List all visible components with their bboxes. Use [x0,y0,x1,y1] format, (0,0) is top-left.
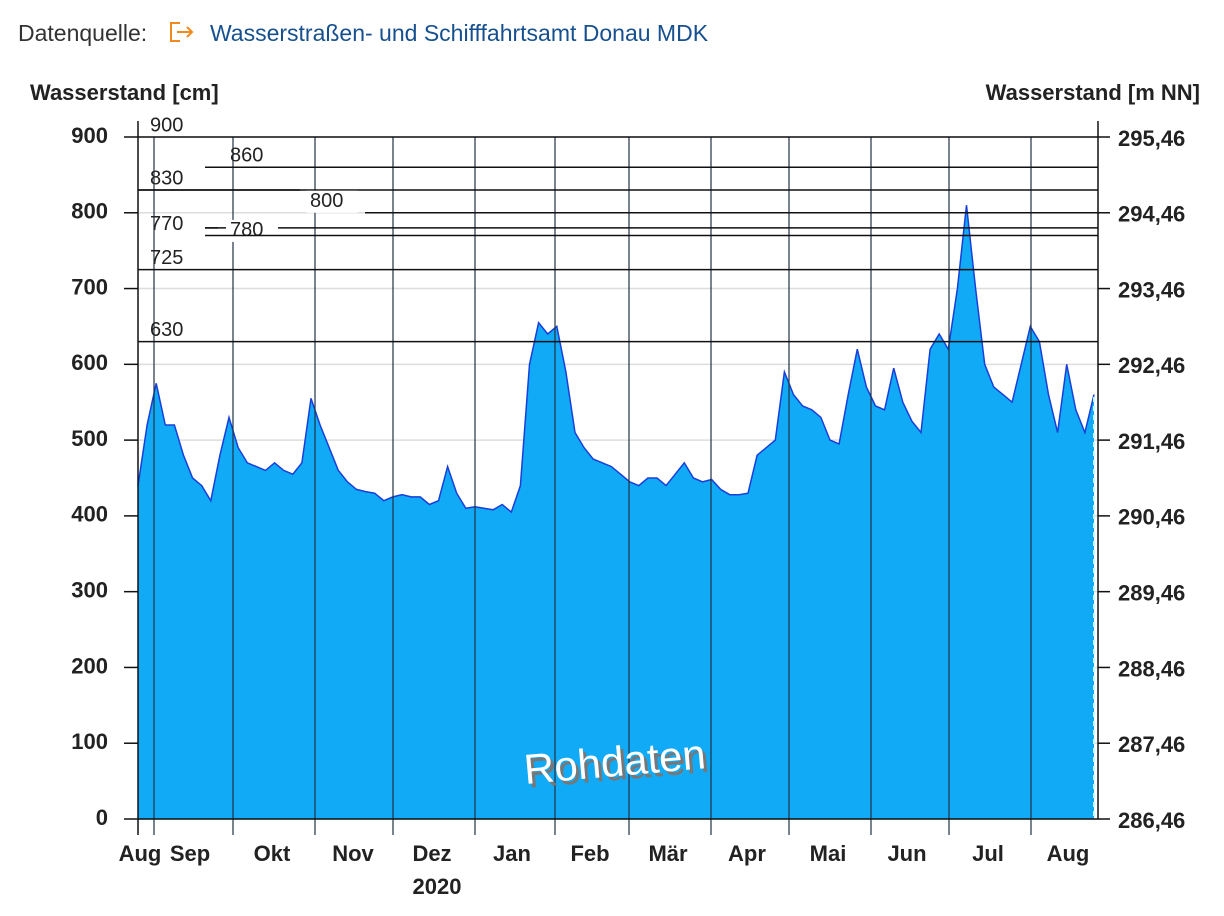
source-link[interactable]: Wasserstraßen- und Schifffahrtsamt Donau… [209,20,709,46]
y-tick-label: 600 [71,350,108,375]
y2-tick-label: 287,46 [1118,732,1185,757]
threshold-label: 780 [230,219,263,241]
threshold-label: 770 [150,213,183,235]
water-level-line [137,205,1095,514]
y-tick-label: 200 [71,653,108,678]
x-tick-label: Jun [887,841,926,866]
x-tick-label: Jul [972,841,1004,866]
y2-tick-label: 288,46 [1118,656,1185,681]
label-bg [306,190,358,213]
threshold-label: 830 [150,167,183,189]
x-tick-label: Mär [648,841,688,866]
threshold-label: 860 [230,145,263,167]
y-tick-label: 100 [71,729,108,754]
y2-tick-label: 290,46 [1118,505,1185,530]
y2-tick-label: 291,46 [1118,429,1185,454]
y-axis-label: Wasserstand [cm] [30,80,219,105]
x-tick-label: Nov [332,841,374,866]
y2-tick-label: 292,46 [1118,353,1185,378]
y-tick-label: 300 [71,577,108,602]
year-label: 2020 [413,874,462,899]
source-label: Datenquelle: [18,20,148,46]
x-tick-label: Jan [493,841,531,866]
y2-tick-label: 294,46 [1118,202,1185,227]
x-tick-label: Feb [570,841,609,866]
y-tick-label: 0 [96,805,108,830]
link-icon [169,22,193,42]
x-tick-label: Dez [412,841,451,866]
y-tick-label: 400 [71,502,108,527]
y2-axis-label: Wasserstand [m NN] [986,80,1200,105]
y2-tick-label: 293,46 [1118,277,1185,302]
x-tick-label: Apr [728,841,766,866]
y-tick-label: 700 [71,274,108,299]
y-tick-label: 500 [71,426,108,451]
threshold-label: 800 [310,190,343,212]
source-line: Datenquelle: Wasserstraßen- und Schifffa… [18,20,708,47]
x-tick-label: Mai [810,841,847,866]
x-tick-label: Sep [170,841,210,866]
water-level-area [138,205,1094,819]
y-tick-label: 900 [71,123,108,148]
x-tick-label: Aug [119,841,162,866]
x-tick-label: Aug [1047,841,1090,866]
y-tick-label: 800 [71,199,108,224]
y2-tick-label: 286,46 [1118,808,1185,833]
watermark-text: Rohdaten [522,730,708,793]
y2-tick-label: 289,46 [1118,580,1185,605]
x-tick-label: Okt [254,841,291,866]
watermark-shadow: Rohdaten [525,734,711,797]
label-bg [226,219,278,242]
threshold-label: 725 [150,247,183,269]
threshold-label: 630 [150,319,183,341]
y2-tick-label: 295,46 [1118,126,1185,151]
threshold-label: 900 [150,114,183,136]
